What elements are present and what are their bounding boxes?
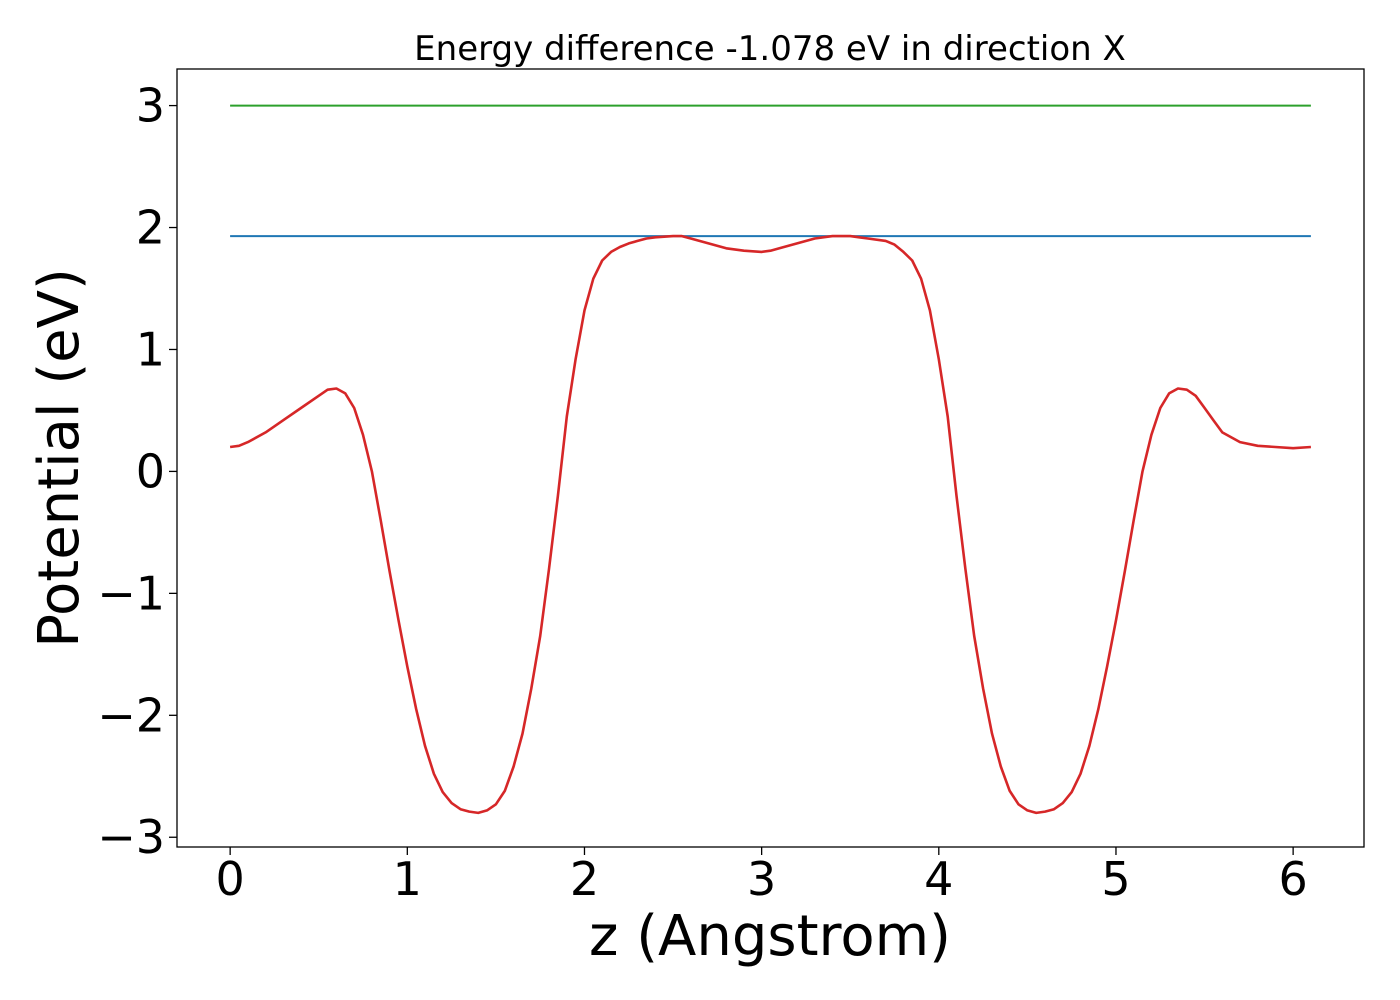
x-tick-label: 4	[924, 852, 953, 906]
x-axis: 0 1 2 3 4 5 6	[216, 847, 1308, 906]
plot-frame	[176, 68, 1365, 848]
x-tick-label: 2	[570, 852, 599, 906]
y-tick-label: 1	[136, 322, 165, 376]
x-axis-label: z (Angstrom)	[589, 904, 951, 969]
y-axis: −3 −2 −1 0 1 2 3	[97, 79, 177, 864]
y-axis-label: Potential (eV)	[27, 268, 92, 648]
y-tick-label: −3	[97, 810, 165, 864]
x-tick-label: 3	[747, 852, 776, 906]
chart-title: Energy difference -1.078 eV in direction…	[414, 29, 1126, 69]
y-tick-label: 3	[136, 79, 165, 133]
plot-lines	[229, 104, 1311, 815]
x-tick-label: 0	[216, 852, 245, 906]
x-tick-label: 6	[1278, 852, 1307, 906]
y-tick-label: 2	[136, 201, 165, 255]
y-tick-label: −1	[97, 566, 165, 620]
y-tick-label: −2	[97, 688, 165, 742]
series-line-2	[229, 234, 1311, 815]
x-tick-label: 5	[1101, 852, 1130, 906]
y-tick-label: 0	[136, 444, 165, 498]
x-tick-label: 1	[393, 852, 422, 906]
